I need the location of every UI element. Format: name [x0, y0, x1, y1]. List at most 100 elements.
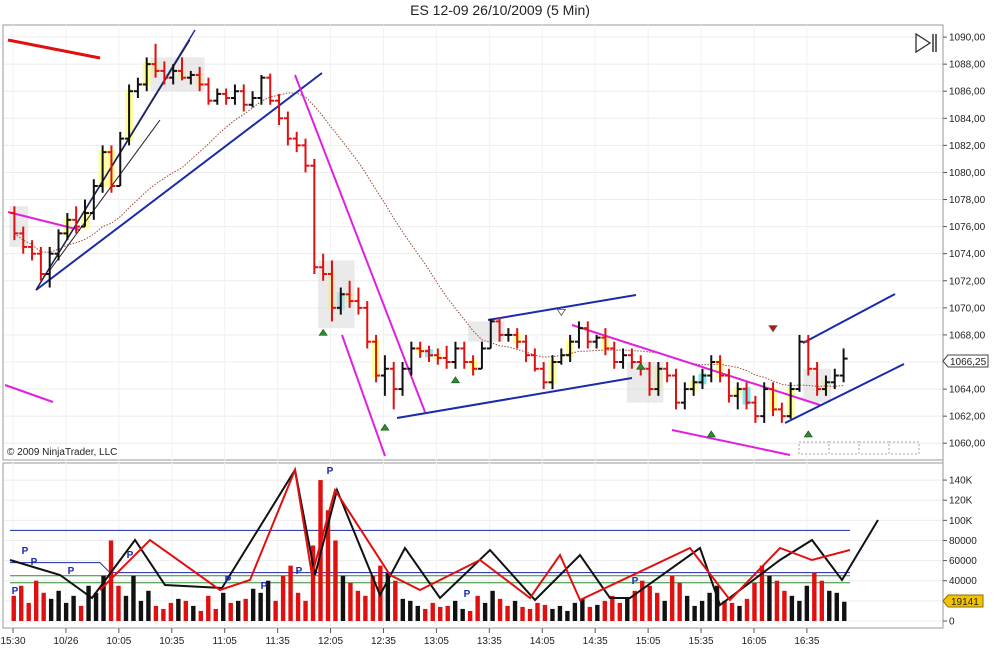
- volume-bar: [497, 598, 503, 621]
- price-bar: [36, 246, 45, 281]
- volume-bar: [310, 545, 316, 621]
- time-tick-label: 11:05: [213, 636, 238, 647]
- price-bar: [486, 318, 495, 350]
- scroll-placeholder[interactable]: [798, 441, 920, 455]
- zigzag-red-line: [99, 466, 851, 602]
- price-bar: [839, 348, 848, 383]
- volume-bar: [467, 610, 473, 621]
- signal-down-triangle: [556, 308, 567, 317]
- volume-bar: [699, 600, 705, 621]
- price-bar: [72, 206, 81, 234]
- volume-p-marker: P: [127, 550, 134, 561]
- volume-p-marker: P: [296, 566, 303, 577]
- price-bar: [425, 345, 433, 362]
- volume-bar: [752, 582, 757, 621]
- volume-bar: [26, 602, 31, 621]
- price-bar: [574, 321, 583, 349]
- volume-bar: [63, 602, 69, 621]
- price-bar: [380, 355, 389, 396]
- price-bar: [169, 64, 178, 85]
- price-tick-label: 1088,00: [949, 60, 986, 71]
- price-bar: [292, 131, 301, 153]
- volume-bar: [774, 580, 780, 621]
- price-bar: [416, 341, 425, 358]
- price-bar: [442, 345, 451, 369]
- price-bar: [627, 348, 636, 369]
- price-bar: [98, 145, 107, 193]
- price-bar: [804, 334, 813, 376]
- volume-bar: [797, 600, 802, 621]
- volume-p-marker: P: [225, 575, 232, 586]
- volume-bar: [265, 580, 271, 621]
- price-bars: [10, 43, 848, 438]
- volume-bar: [655, 592, 660, 621]
- time-tick-label: 12:35: [371, 636, 396, 647]
- volume-bar: [677, 582, 682, 621]
- time-tick-label: 14:05: [530, 636, 555, 647]
- volume-bar: [647, 585, 652, 621]
- grid-layer: [4, 25, 942, 628]
- volume-bar: [669, 575, 675, 621]
- volume-bar: [572, 602, 578, 621]
- volume-bar: [19, 585, 24, 621]
- price-bar: [363, 301, 372, 349]
- volume-bar: [303, 600, 308, 621]
- price-bar: [239, 84, 248, 112]
- volume-bar: [520, 606, 525, 621]
- volume-bar: [250, 588, 256, 621]
- volume-bar: [475, 595, 480, 621]
- price-bar: [795, 334, 804, 392]
- volume-bar: [438, 606, 443, 621]
- volume-bar: [348, 582, 353, 621]
- signal-up-triangle: [318, 328, 328, 336]
- volume-tick-label: 100K: [949, 516, 973, 527]
- volume-bar: [206, 595, 211, 621]
- blue-trend-line: [802, 293, 896, 344]
- price-bar: [19, 226, 28, 254]
- price-bar: [266, 73, 275, 105]
- volume-bar: [610, 595, 615, 621]
- moving-average-line: [14, 92, 844, 387]
- magenta-trend-line: [341, 334, 386, 457]
- price-bar: [716, 355, 725, 383]
- volume-tick-label: 140K: [949, 476, 973, 487]
- volume-p-marker: P: [327, 466, 334, 477]
- price-bar: [45, 246, 54, 288]
- price-bar: [601, 328, 610, 356]
- volume-p-marker: P: [12, 586, 19, 597]
- volume-bar: [41, 592, 46, 621]
- volume-bar: [804, 585, 810, 621]
- price-bar: [178, 57, 187, 81]
- blue-trend-line: [396, 377, 633, 419]
- price-bar: [645, 361, 654, 396]
- price-bar: [592, 334, 601, 349]
- volume-p-marker: P: [261, 581, 268, 592]
- price-bar: [539, 361, 548, 390]
- volume-bar: [213, 608, 218, 621]
- price-tick-label: 1060,00: [949, 439, 986, 450]
- volume-bar: [393, 580, 398, 621]
- volume-bar: [86, 585, 91, 621]
- volume-bar: [131, 575, 136, 621]
- price-bar: [707, 355, 716, 383]
- volume-bar: [640, 580, 645, 621]
- price-bar: [248, 91, 257, 108]
- price-bar: [751, 395, 760, 423]
- volume-bar: [759, 565, 765, 621]
- skip-to-end-icon[interactable]: [915, 32, 937, 54]
- price-bar: [407, 341, 416, 376]
- magenta-trend-line: [294, 74, 426, 413]
- price-bar: [80, 199, 89, 228]
- price-bar: [680, 382, 689, 410]
- price-bar: [698, 368, 707, 390]
- volume-bar: [632, 590, 637, 621]
- price-bar: [301, 138, 310, 173]
- price-bar: [654, 361, 663, 396]
- price-tick-label: 1070,00: [949, 303, 986, 314]
- volume-bar: [228, 602, 233, 621]
- volume-bar: [243, 598, 248, 621]
- current-volume-label: 19141: [951, 597, 979, 608]
- volume-bar: [482, 602, 488, 621]
